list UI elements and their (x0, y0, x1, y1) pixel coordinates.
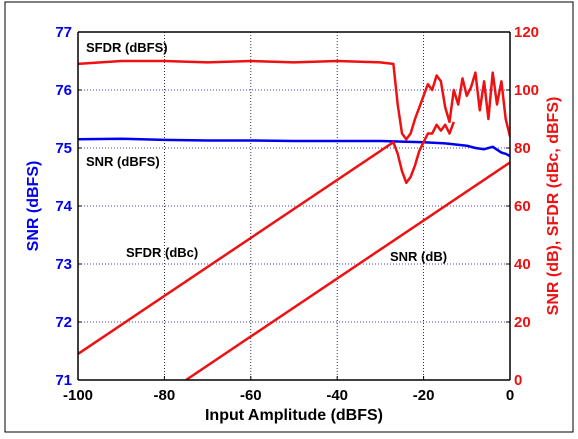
x-tick-label: -100 (63, 387, 93, 404)
y-right-tick-label: 20 (514, 314, 531, 331)
y-axis-label-right: SNR (dB), SFDR (dBc, dBFS) (545, 97, 562, 316)
series-line-snr-db (185, 161, 510, 380)
ticks: -100 -80 -60 -40 -20 0 71 72 73 74 75 76 77 0 20 40 60 80… (55, 24, 539, 404)
x-tick-label: -20 (413, 387, 435, 404)
y-left-tick-label: 73 (55, 256, 72, 273)
y-left-tick-label: 76 (55, 82, 72, 99)
x-tick-label: -60 (240, 387, 262, 404)
y-axis-label-left: SNR (dBFS) (25, 161, 42, 252)
y-left-tick-label: 72 (55, 314, 72, 331)
x-tick-label: 0 (506, 387, 514, 404)
series-line-snr-dbfs (78, 137, 510, 158)
y-left-tick-label: 71 (55, 372, 72, 389)
y-left-tick-label: 75 (55, 140, 72, 157)
series-line-sfdr-dbc (78, 121, 455, 355)
y-right-tick-label: 40 (514, 256, 531, 273)
x-tick-label: -80 (154, 387, 176, 404)
x-axis-label: Input Amplitude (dBFS) (205, 407, 383, 424)
grid (78, 32, 510, 380)
annotation-sfdr-dbc: SFDR (dBc) (126, 245, 198, 260)
y-left-tick-label: 77 (55, 24, 72, 41)
x-tick-label: -40 (326, 387, 348, 404)
y-right-tick-label: 0 (514, 372, 522, 389)
annotation-snr-dbfs: SNR (dBFS) (86, 154, 160, 169)
y-right-tick-label: 80 (514, 140, 531, 157)
series-line-sfdr-dbfs (78, 59, 510, 141)
annotations: SFDR (dBFS) SNR (dBFS) SFDR (dBc) SNR (d… (86, 40, 447, 264)
annotation-snr-db: SNR (dB) (390, 249, 447, 264)
annotation-sfdr-dbfs: SFDR (dBFS) (86, 40, 168, 55)
y-right-tick-label: 60 (514, 198, 531, 215)
y-right-tick-label: 120 (514, 24, 539, 41)
y-left-tick-label: 74 (55, 198, 72, 215)
y-right-tick-label: 100 (514, 82, 539, 99)
series (78, 59, 510, 380)
